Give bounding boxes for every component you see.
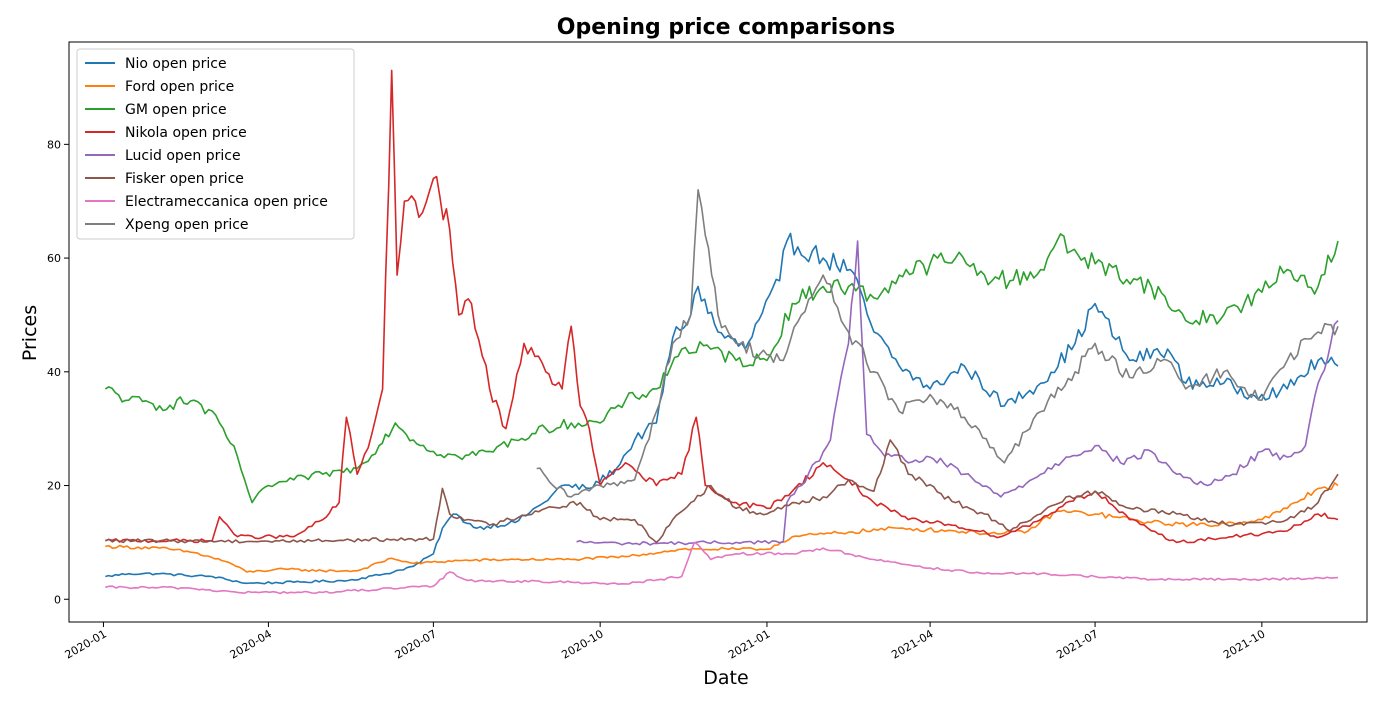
legend-label-ford-open-price: Ford open price xyxy=(125,79,234,95)
plot-frame xyxy=(68,41,1368,623)
x-axis-label: Date xyxy=(703,667,748,689)
series-line-gm-open-price xyxy=(104,233,1339,504)
legend-label-electrameccanica-open-price: Electrameccanica open price xyxy=(125,194,328,210)
legend-box xyxy=(76,48,355,240)
y-tick-label: 40 xyxy=(47,366,61,379)
y-tick-label: 80 xyxy=(47,138,61,151)
y-tick-label: 0 xyxy=(54,593,61,606)
chart-title: Opening price comparisons xyxy=(557,15,895,40)
series-line-nikola-open-price xyxy=(105,69,1339,544)
series-layer xyxy=(104,69,1339,595)
legend-label-nikola-open-price: Nikola open price xyxy=(125,125,247,141)
series-line-lucid-open-price xyxy=(576,240,1339,546)
series-line-fisker-open-price xyxy=(105,439,1339,544)
legend-label-gm-open-price: GM open price xyxy=(125,102,227,118)
series-line-xpeng-open-price xyxy=(536,189,1339,498)
series-line-electrameccanica-open-price xyxy=(105,541,1339,595)
legend-label-xpeng-open-price: Xpeng open price xyxy=(125,217,249,233)
legend-label-fisker-open-price: Fisker open price xyxy=(125,171,244,187)
y-axis-label: Prices xyxy=(19,305,41,361)
series-line-nio-open-price xyxy=(105,232,1339,585)
y-tick-label: 20 xyxy=(47,480,61,493)
legend-label-nio-open-price: Nio open price xyxy=(125,56,227,72)
legend: Nio open price Ford open price GM open pri… xyxy=(76,48,355,240)
legend-label-lucid-open-price: Lucid open price xyxy=(125,148,241,164)
y-tick-label: 60 xyxy=(47,252,61,265)
